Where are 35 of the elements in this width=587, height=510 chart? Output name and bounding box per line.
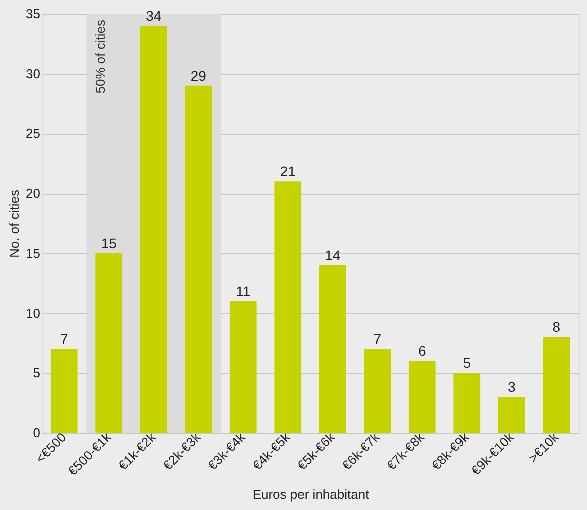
data-label: 7 — [374, 331, 382, 348]
bar — [230, 301, 257, 433]
bar — [408, 361, 436, 433]
data-label: 7 — [60, 331, 68, 348]
y-axis-title: No. of cities — [7, 190, 22, 258]
bar — [50, 349, 78, 433]
data-label: 6 — [418, 343, 426, 360]
bar — [274, 182, 302, 433]
y-tick-label: 30 — [26, 66, 40, 82]
data-label: 5 — [463, 355, 472, 372]
data-label: 34 — [146, 8, 162, 24]
data-label: 15 — [101, 235, 118, 252]
bar — [140, 26, 168, 433]
y-tick-label: 10 — [26, 306, 40, 321]
bar — [364, 349, 392, 433]
bar — [498, 397, 526, 433]
y-tick-label: 20 — [26, 186, 40, 202]
bar — [185, 86, 212, 433]
bar — [319, 265, 346, 433]
x-axis-title: Euros per inhabitant — [252, 486, 370, 502]
data-label: 3 — [508, 379, 516, 396]
bar — [454, 373, 481, 433]
y-tick-label: 35 — [26, 6, 40, 22]
bar — [543, 337, 570, 433]
y-tick-label: 0 — [33, 426, 40, 440]
y-tick-label: 5 — [33, 366, 40, 381]
y-tick-label: 25 — [26, 126, 40, 142]
data-label: 8 — [552, 319, 561, 336]
data-label: 11 — [236, 283, 251, 300]
y-tick-label: 15 — [26, 246, 40, 261]
data-label: 14 — [325, 247, 341, 264]
data-label: 21 — [280, 164, 296, 180]
bar — [96, 253, 123, 433]
data-label: 29 — [190, 68, 207, 84]
band-label: 50% of cities — [92, 20, 108, 94]
